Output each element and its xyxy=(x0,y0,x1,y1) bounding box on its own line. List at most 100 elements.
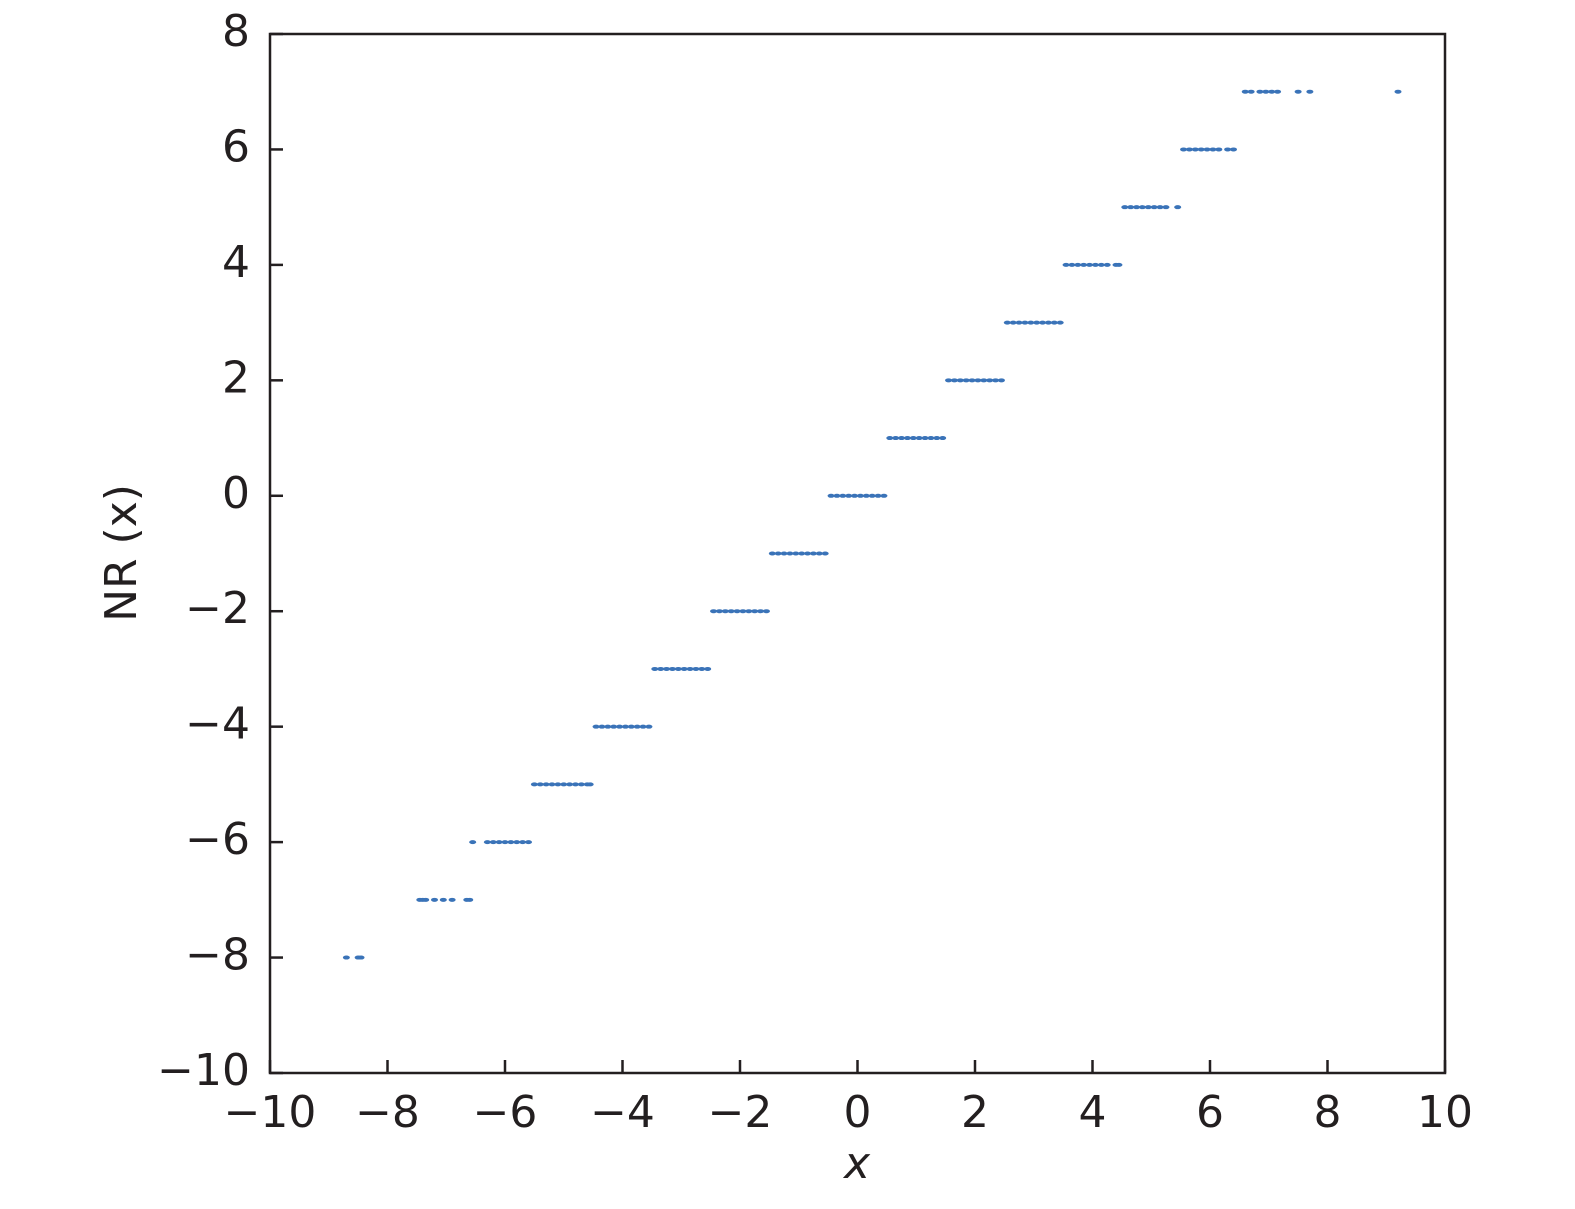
point xyxy=(357,955,365,960)
point xyxy=(915,436,923,441)
x-tick-label: 2 xyxy=(961,1087,989,1138)
y-axis-label: NR (x) xyxy=(96,484,147,622)
point xyxy=(1056,320,1064,325)
point xyxy=(1162,205,1170,210)
point xyxy=(1185,147,1193,152)
point xyxy=(501,840,509,845)
point xyxy=(927,436,935,441)
point xyxy=(1191,147,1199,152)
point xyxy=(1203,147,1211,152)
point xyxy=(621,724,629,729)
point xyxy=(698,666,706,671)
point xyxy=(431,897,438,902)
point xyxy=(827,493,835,498)
point xyxy=(715,609,723,614)
point xyxy=(469,840,477,845)
point xyxy=(903,436,911,441)
point xyxy=(1215,147,1223,152)
point xyxy=(933,436,941,441)
x-tick-label: −8 xyxy=(355,1087,420,1138)
point xyxy=(809,551,817,556)
point xyxy=(586,782,594,787)
point xyxy=(627,724,635,729)
point xyxy=(780,551,788,556)
point xyxy=(668,666,676,671)
point xyxy=(739,609,747,614)
point xyxy=(939,436,947,441)
point xyxy=(633,724,641,729)
point xyxy=(833,493,841,498)
x-tick-label: 6 xyxy=(1196,1087,1224,1138)
point xyxy=(674,666,682,671)
point xyxy=(821,551,829,556)
point xyxy=(513,840,521,845)
point xyxy=(1097,262,1105,267)
point xyxy=(483,840,491,845)
x-tick-label: −10 xyxy=(224,1087,317,1138)
point xyxy=(1138,205,1146,210)
point xyxy=(610,724,618,729)
point xyxy=(815,551,823,556)
x-tick-label: 4 xyxy=(1079,1087,1107,1138)
point xyxy=(592,724,600,729)
point xyxy=(1306,89,1314,94)
point xyxy=(1256,89,1264,94)
point xyxy=(1127,205,1135,210)
point xyxy=(1044,320,1052,325)
point xyxy=(1091,262,1099,267)
point xyxy=(598,724,606,729)
point xyxy=(1262,89,1270,94)
point xyxy=(710,609,718,614)
point xyxy=(439,897,447,902)
point xyxy=(792,551,800,556)
x-axis-label: x xyxy=(842,1138,871,1189)
point xyxy=(1086,262,1094,267)
point xyxy=(657,666,665,671)
point xyxy=(704,666,712,671)
point xyxy=(645,724,653,729)
point xyxy=(762,609,770,614)
point xyxy=(745,609,753,614)
point xyxy=(1224,147,1232,152)
point xyxy=(1230,147,1237,152)
point xyxy=(530,782,538,787)
point xyxy=(1247,89,1255,94)
point xyxy=(1027,320,1035,325)
point xyxy=(721,609,729,614)
point xyxy=(1121,205,1129,210)
point xyxy=(1150,205,1158,210)
point xyxy=(448,897,456,902)
y-tick-label: 4 xyxy=(222,237,250,288)
y-tick-label: −6 xyxy=(185,814,250,865)
point xyxy=(1274,89,1282,94)
point xyxy=(921,436,929,441)
point xyxy=(680,666,688,671)
point xyxy=(886,436,894,441)
y-tick-label: 0 xyxy=(222,468,250,519)
point xyxy=(798,551,806,556)
point xyxy=(342,955,350,960)
point xyxy=(577,782,585,787)
x-tick-label: 0 xyxy=(844,1087,872,1138)
point xyxy=(507,840,515,845)
point xyxy=(525,840,532,845)
point xyxy=(536,782,544,787)
point xyxy=(950,378,958,383)
point xyxy=(572,782,579,787)
point xyxy=(651,666,659,671)
point xyxy=(856,493,864,498)
point xyxy=(974,378,982,383)
y-tick-label: −8 xyxy=(185,930,250,981)
y-tick-label: −2 xyxy=(185,583,250,634)
point xyxy=(519,840,527,845)
point xyxy=(968,378,976,383)
point xyxy=(786,551,794,556)
point xyxy=(962,378,970,383)
point xyxy=(1156,205,1164,210)
point xyxy=(542,782,550,787)
point xyxy=(489,840,497,845)
point xyxy=(1180,147,1188,152)
point xyxy=(1294,89,1302,94)
point xyxy=(422,897,430,902)
point xyxy=(839,493,847,498)
